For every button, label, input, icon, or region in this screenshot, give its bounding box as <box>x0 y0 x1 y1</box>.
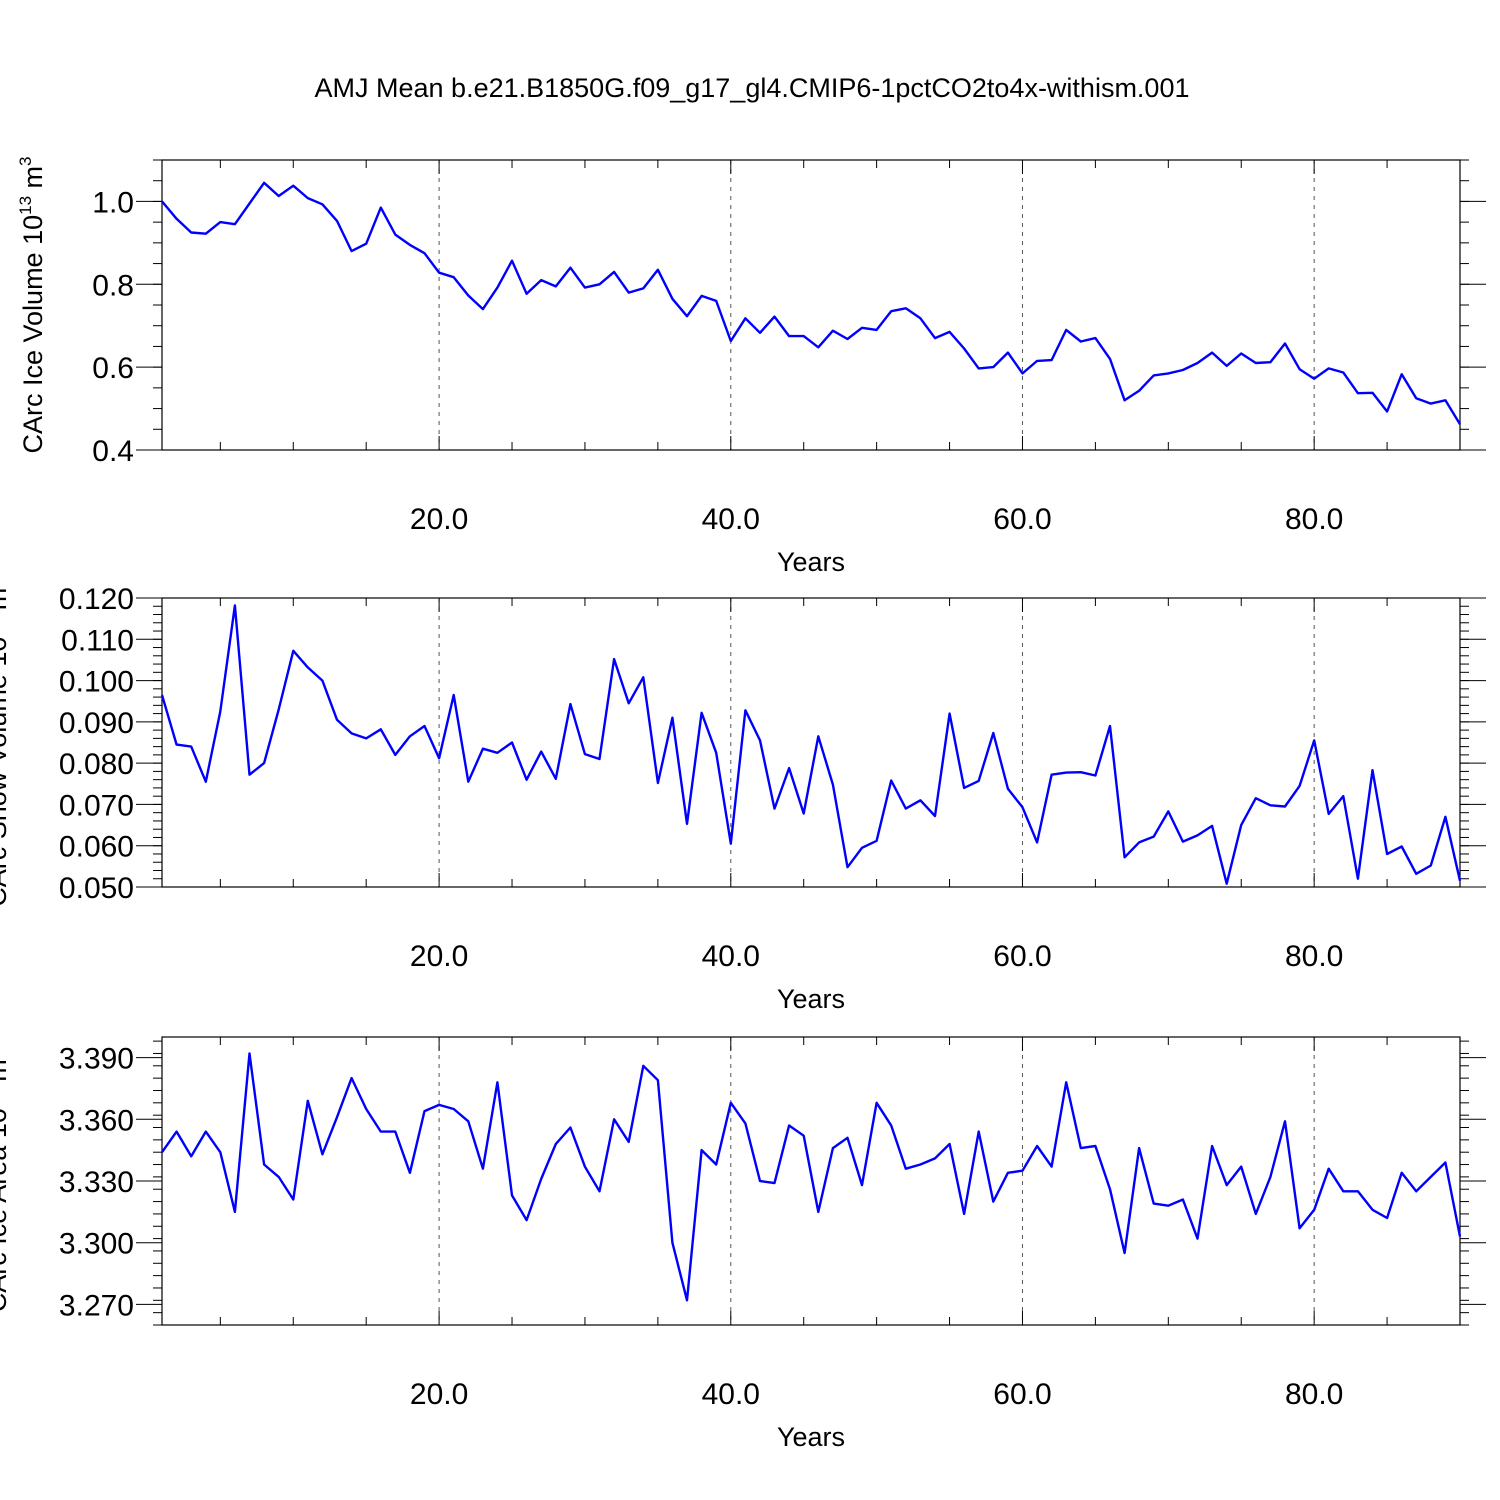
y-tick-label: 0.6 <box>92 352 134 385</box>
y-tick-label: 0.110 <box>61 624 134 657</box>
y-tick-label: 0.080 <box>59 748 134 781</box>
y-tick-label: 1.0 <box>92 186 134 219</box>
x-tick-label: 60.0 <box>993 503 1051 536</box>
y-tick-label: 0.050 <box>59 872 134 905</box>
series-line <box>160 604 1462 885</box>
y-axis-label: CArc Ice Volume 1013 m3 <box>16 156 48 453</box>
x-tick-label: 80.0 <box>1285 940 1343 973</box>
chart-panel-2: 20.0 40.0 60.0 80.0 Years 0.050 0.060 0.070 0.08… <box>0 578 1486 1014</box>
x-tick-label: 80.0 <box>1285 1378 1343 1411</box>
x-axis-label: Years <box>777 547 845 577</box>
y-tick-label: 0.120 <box>59 583 134 616</box>
y-tick-label: 3.300 <box>59 1228 134 1261</box>
y-tick-label: 0.090 <box>59 707 134 740</box>
plot-frame <box>161 1036 1461 1326</box>
y-axis-label: CArc Ice Area 1013 m2 <box>0 1050 12 1313</box>
x-tick-label: 20.0 <box>410 940 468 973</box>
y-tick-label: 0.060 <box>59 831 134 864</box>
x-axis-label: Years <box>777 984 845 1014</box>
plot-frame <box>161 597 1461 888</box>
series-line <box>161 181 1462 425</box>
x-tick-label: 60.0 <box>993 940 1051 973</box>
y-tick-label: 0.4 <box>92 435 134 468</box>
x-axis-label: Years <box>777 1422 845 1452</box>
x-tick-label: 40.0 <box>702 940 760 973</box>
x-tick-label: 20.0 <box>410 1378 468 1411</box>
y-tick-label: 0.070 <box>59 789 134 822</box>
x-tick-label: 80.0 <box>1285 503 1343 536</box>
y-tick-label: 0.100 <box>59 666 134 699</box>
plot-frame <box>161 159 1461 451</box>
x-tick-label: 40.0 <box>702 1378 760 1411</box>
figure-title: AMJ Mean b.e21.B1850G.f09_g17_gl4.CMIP6-… <box>315 73 1190 103</box>
x-tick-label: 40.0 <box>702 503 760 536</box>
series-line <box>161 1052 1462 1302</box>
x-tick-label: 20.0 <box>410 503 468 536</box>
y-tick-label: 3.360 <box>59 1104 134 1137</box>
x-tick-label: 60.0 <box>993 1378 1051 1411</box>
chart-panel-1: 20.0 40.0 60.0 80.0 Years 0.4 0.6 0.8 1.0 CArc Ic… <box>16 156 1486 577</box>
y-tick-label: 3.330 <box>59 1166 134 1199</box>
y-tick-label: 0.8 <box>92 269 134 302</box>
panels: 20.0 40.0 60.0 80.0 Years 0.4 0.6 0.8 1.0 CArc Ic… <box>0 156 1486 1452</box>
y-axis-label: CArc Snow Volume 1013 m3 <box>0 578 12 907</box>
y-tick-label: 3.270 <box>59 1289 134 1322</box>
y-tick-label: 3.390 <box>59 1043 134 1076</box>
chart-panel-3: 20.0 40.0 60.0 80.0 Years 3.270 3.300 3.330 3.36… <box>0 1036 1486 1452</box>
